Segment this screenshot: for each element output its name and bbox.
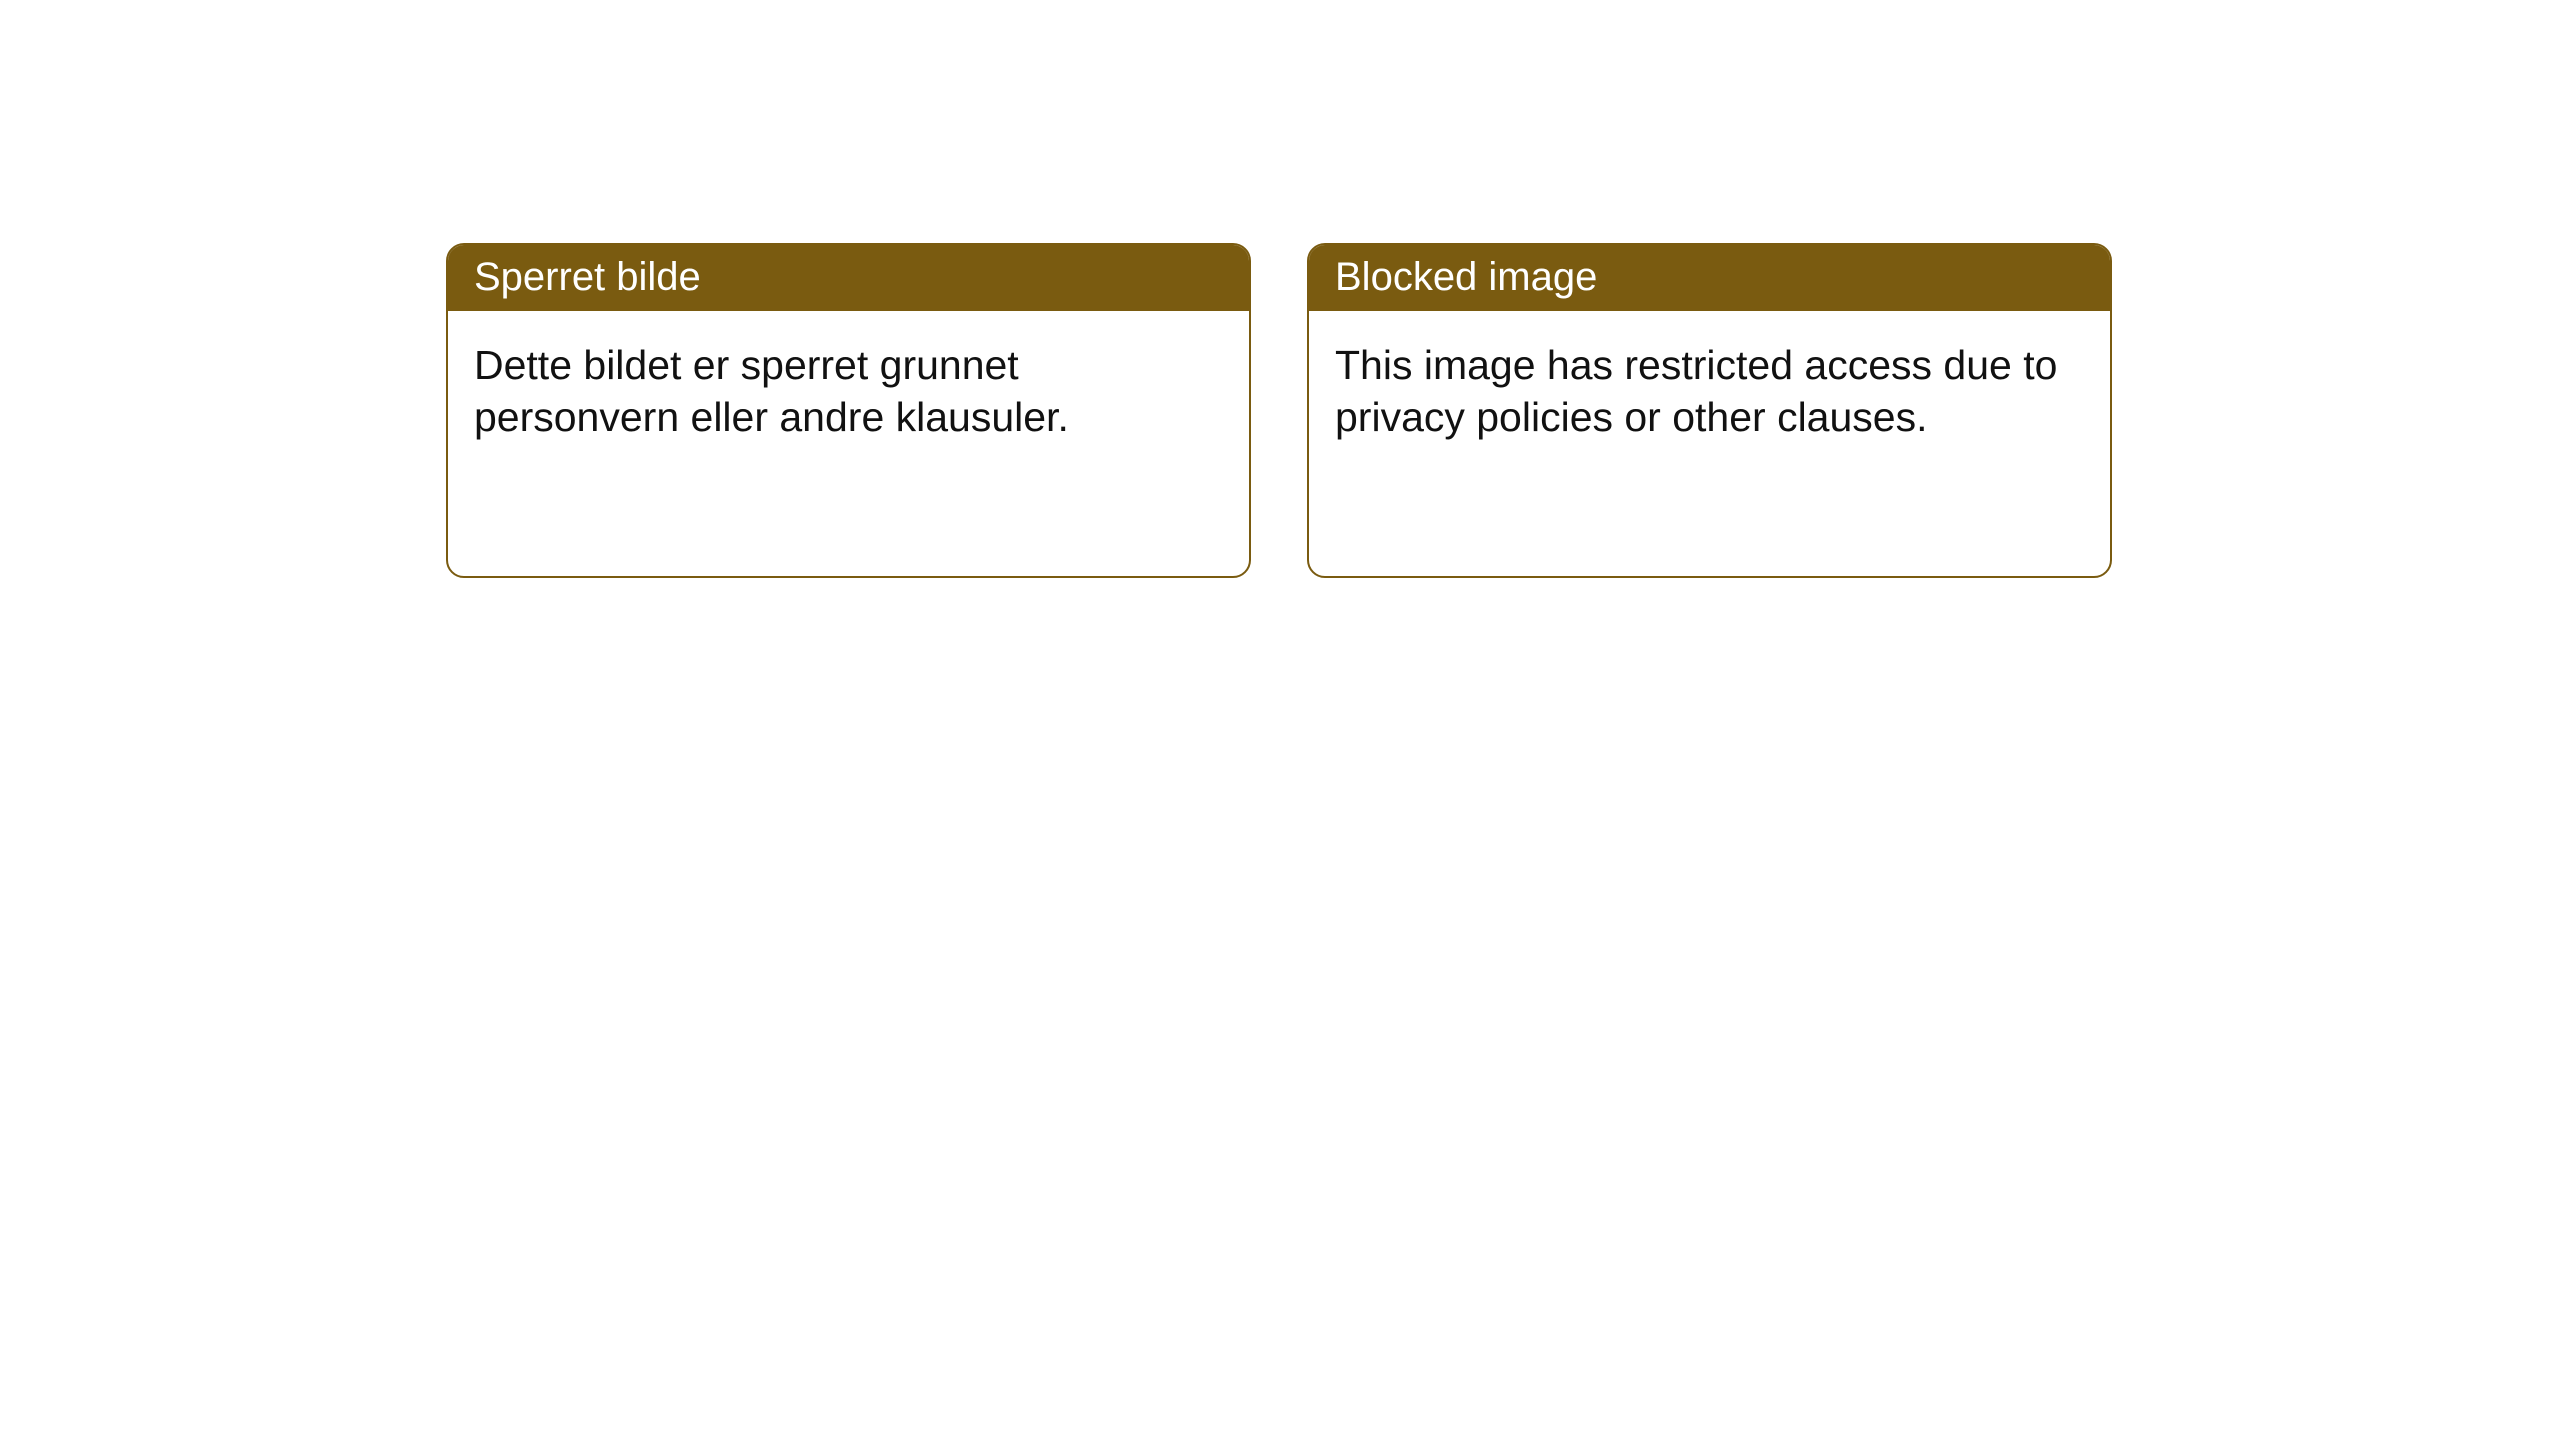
notice-header: Blocked image xyxy=(1309,245,2110,311)
notice-container: Sperret bilde Dette bildet er sperret gr… xyxy=(0,0,2560,578)
notice-body: Dette bildet er sperret grunnet personve… xyxy=(448,311,1249,470)
notice-card-english: Blocked image This image has restricted … xyxy=(1307,243,2112,578)
notice-body: This image has restricted access due to … xyxy=(1309,311,2110,470)
notice-card-norwegian: Sperret bilde Dette bildet er sperret gr… xyxy=(446,243,1251,578)
notice-header: Sperret bilde xyxy=(448,245,1249,311)
